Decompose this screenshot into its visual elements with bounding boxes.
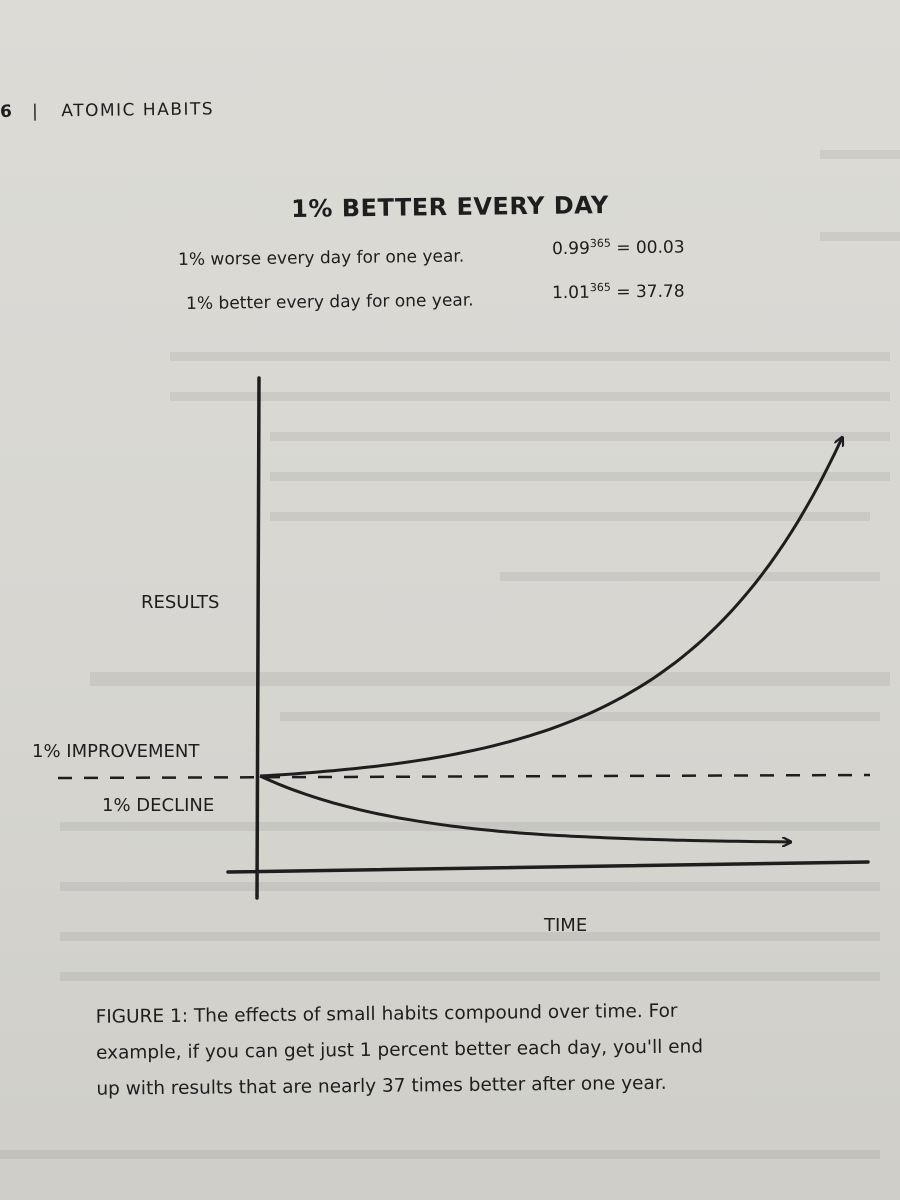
baseline-dashed [57,773,871,780]
annotation-decline: 1% DECLINE [102,795,214,816]
x-axis-label: TIME [543,915,587,936]
series-line-improvement [259,438,842,778]
annotation-improvement: 1% IMPROVEMENT [32,741,200,762]
caption-line: up with results that are nearly 37 times… [96,1072,667,1100]
series-line-decline [259,774,790,842]
y-axis [255,376,261,900]
x-axis [226,860,870,874]
y-axis-label: RESULTS [141,592,219,613]
figure-caption: FIGURE 1: The effects of small habits co… [95,992,816,1108]
